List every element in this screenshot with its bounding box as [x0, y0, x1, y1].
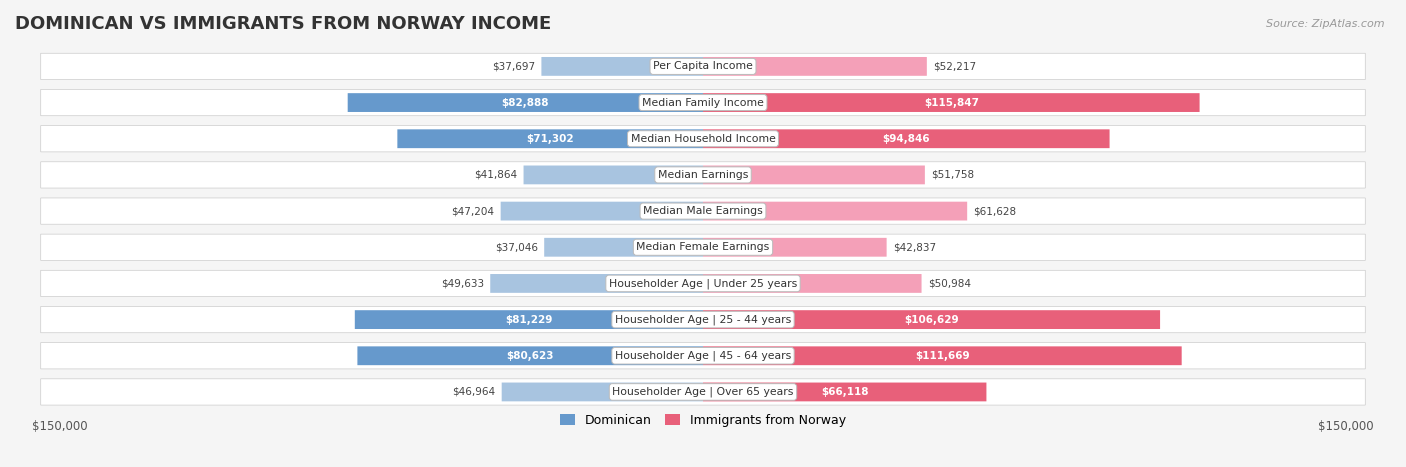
Text: Per Capita Income: Per Capita Income [652, 61, 754, 71]
Text: $52,217: $52,217 [934, 61, 976, 71]
FancyBboxPatch shape [703, 310, 1160, 329]
Text: $47,204: $47,204 [451, 206, 495, 216]
Text: $106,629: $106,629 [904, 315, 959, 325]
FancyBboxPatch shape [501, 202, 703, 220]
Text: Householder Age | Under 25 years: Householder Age | Under 25 years [609, 278, 797, 289]
Text: Median Earnings: Median Earnings [658, 170, 748, 180]
FancyBboxPatch shape [41, 343, 1365, 369]
FancyBboxPatch shape [41, 234, 1365, 261]
FancyBboxPatch shape [41, 306, 1365, 333]
Text: $41,864: $41,864 [474, 170, 517, 180]
Text: Median Female Earnings: Median Female Earnings [637, 242, 769, 252]
Text: $111,669: $111,669 [915, 351, 970, 361]
FancyBboxPatch shape [703, 347, 1181, 365]
Text: DOMINICAN VS IMMIGRANTS FROM NORWAY INCOME: DOMINICAN VS IMMIGRANTS FROM NORWAY INCO… [15, 15, 551, 33]
Text: $94,846: $94,846 [883, 134, 931, 144]
Text: $42,837: $42,837 [893, 242, 936, 252]
FancyBboxPatch shape [703, 238, 887, 257]
FancyBboxPatch shape [703, 57, 927, 76]
FancyBboxPatch shape [41, 162, 1365, 188]
Text: $71,302: $71,302 [526, 134, 574, 144]
FancyBboxPatch shape [703, 165, 925, 184]
Text: $61,628: $61,628 [973, 206, 1017, 216]
Text: Median Male Earnings: Median Male Earnings [643, 206, 763, 216]
FancyBboxPatch shape [544, 238, 703, 257]
Legend: Dominican, Immigrants from Norway: Dominican, Immigrants from Norway [555, 409, 851, 432]
FancyBboxPatch shape [41, 198, 1365, 224]
Text: $66,118: $66,118 [821, 387, 869, 397]
Text: Source: ZipAtlas.com: Source: ZipAtlas.com [1267, 19, 1385, 28]
Text: Householder Age | 45 - 64 years: Householder Age | 45 - 64 years [614, 351, 792, 361]
FancyBboxPatch shape [41, 53, 1365, 79]
FancyBboxPatch shape [354, 310, 703, 329]
FancyBboxPatch shape [491, 274, 703, 293]
Text: $50,984: $50,984 [928, 278, 972, 289]
FancyBboxPatch shape [703, 93, 1199, 112]
FancyBboxPatch shape [703, 202, 967, 220]
Text: Median Family Income: Median Family Income [643, 98, 763, 107]
Text: Householder Age | Over 65 years: Householder Age | Over 65 years [612, 387, 794, 397]
FancyBboxPatch shape [541, 57, 703, 76]
FancyBboxPatch shape [41, 126, 1365, 152]
FancyBboxPatch shape [347, 93, 703, 112]
FancyBboxPatch shape [703, 274, 921, 293]
FancyBboxPatch shape [398, 129, 703, 148]
FancyBboxPatch shape [357, 347, 703, 365]
FancyBboxPatch shape [41, 270, 1365, 297]
FancyBboxPatch shape [41, 90, 1365, 116]
Text: $37,697: $37,697 [492, 61, 534, 71]
FancyBboxPatch shape [41, 379, 1365, 405]
Text: $115,847: $115,847 [924, 98, 979, 107]
Text: $82,888: $82,888 [502, 98, 550, 107]
Text: $51,758: $51,758 [931, 170, 974, 180]
Text: Median Household Income: Median Household Income [630, 134, 776, 144]
Text: $49,633: $49,633 [440, 278, 484, 289]
FancyBboxPatch shape [703, 382, 987, 401]
Text: $46,964: $46,964 [453, 387, 495, 397]
Text: Householder Age | 25 - 44 years: Householder Age | 25 - 44 years [614, 314, 792, 325]
Text: $80,623: $80,623 [506, 351, 554, 361]
Text: $37,046: $37,046 [495, 242, 537, 252]
FancyBboxPatch shape [523, 165, 703, 184]
FancyBboxPatch shape [502, 382, 703, 401]
FancyBboxPatch shape [703, 129, 1109, 148]
Text: $81,229: $81,229 [505, 315, 553, 325]
